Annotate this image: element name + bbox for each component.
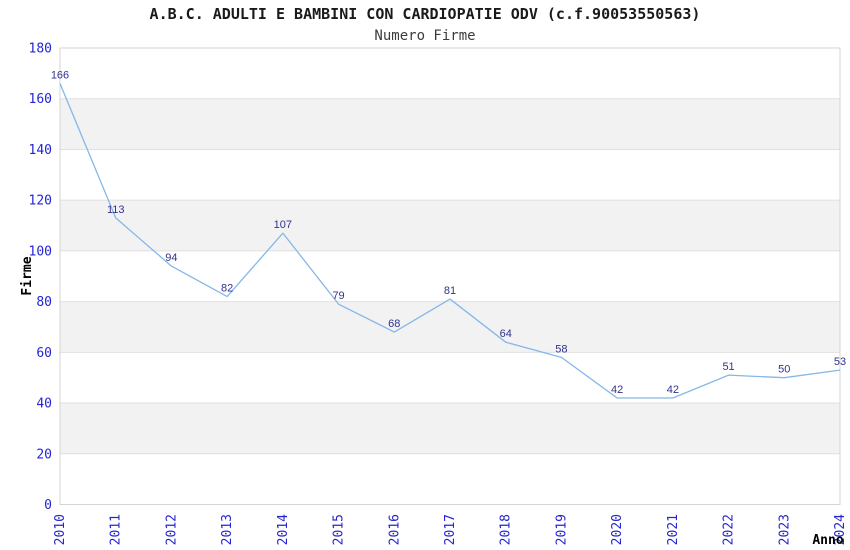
- point-label: 107: [274, 219, 292, 231]
- point-label: 58: [555, 343, 567, 355]
- y-tick-label: 20: [36, 447, 52, 462]
- y-tick-label: 40: [36, 397, 52, 412]
- chart-frame: [59, 47, 841, 505]
- chart-band: [60, 98, 840, 150]
- point-label: 94: [165, 252, 177, 264]
- chart-band: [60, 200, 840, 251]
- y-tick-label: 60: [36, 346, 52, 361]
- y-tick-label: 140: [29, 143, 52, 158]
- point-label: 81: [444, 285, 456, 297]
- x-tick-label: 2010: [53, 514, 68, 545]
- x-tick-label: 2015: [332, 514, 347, 545]
- y-tick-label: 0: [44, 498, 52, 513]
- chart-band: [60, 403, 840, 454]
- point-label: 53: [834, 356, 846, 368]
- x-tick-label: 2012: [164, 514, 179, 545]
- x-tick-label: 2017: [443, 514, 458, 545]
- x-tick-label: 2011: [109, 514, 124, 545]
- x-axis-label: Anno: [812, 533, 843, 548]
- point-label: 64: [500, 328, 512, 340]
- point-label: 51: [722, 361, 734, 373]
- x-tick-label: 2022: [722, 514, 737, 545]
- x-tick-label: 2020: [610, 514, 625, 545]
- x-tick-label: 2024: [833, 514, 848, 545]
- point-label: 42: [611, 384, 623, 396]
- point-label: 79: [332, 290, 344, 302]
- point-label: 42: [667, 384, 679, 396]
- point-label: 68: [388, 318, 400, 330]
- chart-band: [60, 301, 840, 353]
- y-tick-label: 120: [29, 194, 52, 209]
- y-tick-label: 80: [36, 295, 52, 310]
- plot-layer: 166 113 94 82 107 79 68 81 64 58 42 42 51 50 53 0 20 40 60…: [29, 42, 848, 546]
- x-tick-label: 2014: [276, 514, 291, 545]
- y-axis-label: Firme: [20, 256, 35, 295]
- x-tick-label: 2013: [220, 514, 235, 545]
- chart-title: A.B.C. ADULTI E BAMBINI CON CARDIOPATIE …: [150, 5, 701, 23]
- x-tick-label: 2023: [777, 514, 792, 545]
- y-tick-label: 100: [29, 244, 52, 259]
- y-tick-label: 160: [29, 92, 52, 107]
- x-tick-label: 2019: [554, 514, 569, 545]
- point-label: 113: [107, 204, 125, 216]
- chart-subtitle: Numero Firme: [374, 28, 475, 44]
- data-line: [59, 83, 841, 399]
- point-label: 50: [778, 364, 790, 376]
- x-tick-label: 2021: [666, 514, 681, 545]
- y-tick-label: 180: [29, 42, 52, 57]
- x-tick-label: 2016: [387, 514, 402, 545]
- point-label: 82: [221, 283, 233, 295]
- x-tick-label: 2018: [499, 514, 514, 545]
- point-label: 166: [51, 70, 69, 82]
